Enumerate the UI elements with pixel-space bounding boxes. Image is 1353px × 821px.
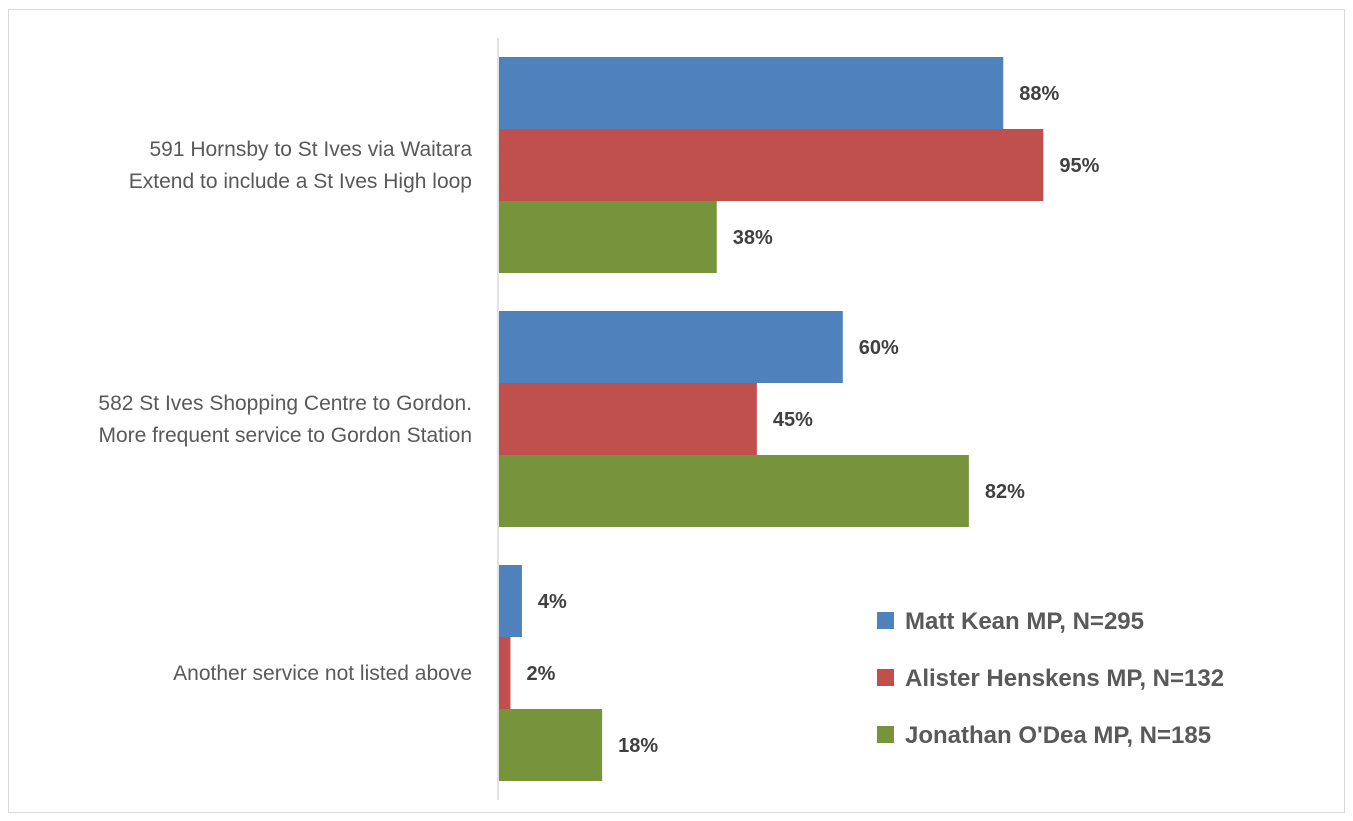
- bar: [499, 383, 757, 455]
- data-label: 88%: [1019, 83, 1059, 105]
- category-label: Extend to include a St Ives High loop: [129, 170, 472, 193]
- bar: [499, 709, 603, 781]
- bar: [499, 455, 969, 527]
- bar: [499, 201, 717, 273]
- category-label: 591 Hornsby to St Ives via Waitara: [149, 138, 472, 161]
- legend-label: Matt Kean MP, N=295: [905, 608, 1144, 635]
- legend-swatch: [877, 726, 894, 743]
- bar: [499, 565, 522, 637]
- data-label: 4%: [538, 591, 567, 613]
- data-label: 45%: [773, 409, 813, 431]
- data-labels: 88% 95% 38% 60% 45% 82% 4% 2% 18%: [526, 83, 1099, 757]
- bar: [499, 129, 1044, 201]
- legend: Matt Kean MP, N=295 Alister Henskens MP, …: [877, 608, 1224, 749]
- data-label: 82%: [985, 481, 1025, 503]
- legend-swatch: [877, 669, 894, 686]
- legend-label: Jonathan O'Dea MP, N=185: [905, 722, 1211, 749]
- bars: [499, 57, 1044, 781]
- category-label: More frequent service to Gordon Station: [98, 424, 472, 447]
- bar: [499, 57, 1004, 129]
- data-label: 18%: [618, 735, 658, 757]
- data-label: 95%: [1059, 155, 1099, 177]
- legend-label: Alister Henskens MP, N=132: [905, 665, 1224, 692]
- legend-swatch: [877, 612, 894, 629]
- data-label: 38%: [733, 227, 773, 249]
- bar: [499, 311, 843, 383]
- data-label: 60%: [859, 337, 899, 359]
- category-label: Another service not listed above: [173, 662, 472, 685]
- data-label: 2%: [526, 663, 555, 685]
- bar: [499, 637, 511, 709]
- category-label: 582 St Ives Shopping Centre to Gordon.: [98, 392, 472, 415]
- category-labels: 591 Hornsby to St Ives via Waitara Extend…: [98, 138, 472, 685]
